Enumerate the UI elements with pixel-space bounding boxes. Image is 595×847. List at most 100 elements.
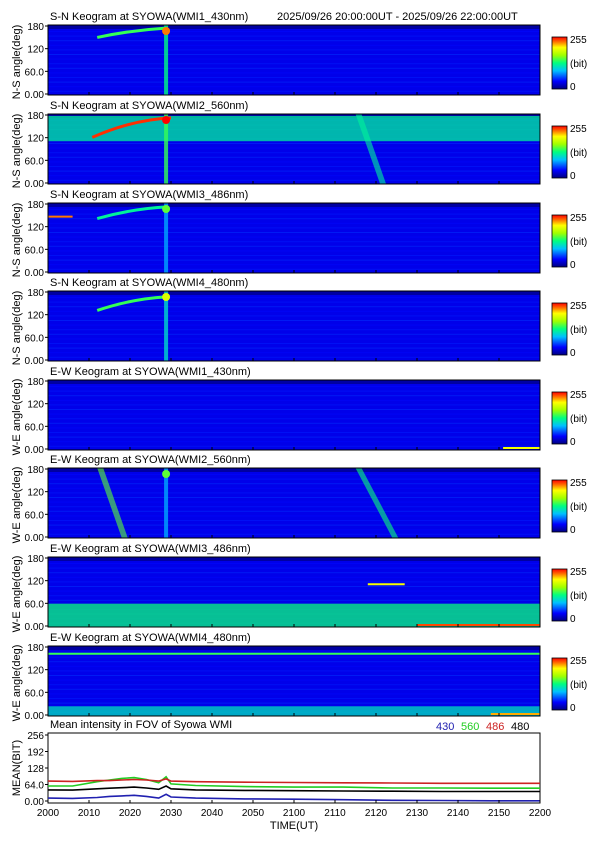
y-tick-label: 180 <box>27 111 44 122</box>
colorbar-max-label: 255 <box>570 478 587 489</box>
x-tick-label: 2040 <box>201 808 224 819</box>
colorbar-max-label: 255 <box>570 35 587 46</box>
y-tick-label: 60.0 <box>25 422 45 433</box>
colorbar-max-label: 255 <box>570 567 587 578</box>
x-tick-label: 2150 <box>488 808 511 819</box>
keogram-texture <box>48 427 540 429</box>
keogram-texture <box>48 301 540 303</box>
burst-column <box>164 25 169 95</box>
y-tick-label: 180 <box>27 643 44 654</box>
emission-band <box>48 706 540 716</box>
y-tick-label: 60.0 <box>25 67 45 78</box>
emission-band <box>48 115 540 142</box>
time-range-label: 2025/09/26 20:00:00UT - 2025/09/26 22:00… <box>277 11 518 23</box>
y-tick-label: 60.0 <box>25 599 45 610</box>
series-line <box>47 785 540 793</box>
keogram-panel: S-N Keogram at SYOWA(WMI3_486nm) 180 120 60… <box>11 189 587 279</box>
keogram-texture <box>48 213 540 215</box>
keogram-texture <box>48 86 540 88</box>
keogram-texture <box>48 245 540 247</box>
x-tick-label: 2000 <box>37 808 60 819</box>
keogram-edge <box>48 203 540 207</box>
keogram-edge <box>48 557 540 561</box>
keogram-edge <box>48 646 540 650</box>
keogram-texture <box>48 156 540 158</box>
y-tick-label: 120 <box>27 400 44 411</box>
keogram-texture <box>48 675 540 676</box>
keogram-panel: E-W Keogram at SYOWA(WMI2_560nm) 180 120 60… <box>11 454 587 544</box>
keogram-texture <box>48 236 540 238</box>
y-tick-label: 0.00 <box>25 445 45 456</box>
keogram-edge <box>48 291 540 295</box>
colorbar-min-label: 0 <box>570 82 576 93</box>
keogram-texture <box>48 497 540 498</box>
panel-title: Mean intensity in FOV of Syowa WMI <box>50 719 232 731</box>
keogram-texture <box>48 63 540 65</box>
keogram-panel: S-N Keogram at SYOWA(WMI4_480nm) 180 120 60… <box>11 277 587 367</box>
keogram-texture <box>48 529 540 531</box>
y-tick-label: 128 <box>27 764 44 775</box>
colorbar-min-label: 0 <box>570 525 576 536</box>
y-tick-label: 120 <box>27 223 44 234</box>
colorbar-min-label: 0 <box>570 171 576 182</box>
panel-title: S-N Keogram at SYOWA(WMI2_560nm) <box>50 100 248 112</box>
keogram-panel: E-W Keogram at SYOWA(WMI3_486nm) 180 120 60… <box>11 543 587 633</box>
x-tick-label: 2200 <box>529 808 552 819</box>
keogram-texture <box>48 35 540 37</box>
keogram-texture <box>48 506 540 508</box>
keogram-texture <box>48 386 540 387</box>
keogram-texture <box>48 395 540 397</box>
y-tick-label: 60.0 <box>25 510 45 521</box>
y-tick-label: 180 <box>27 200 44 211</box>
keogram-background <box>48 380 540 450</box>
keogram-texture <box>48 586 540 587</box>
keogram-edge <box>48 380 540 384</box>
colorbar-unit-label: (bit) <box>570 148 587 159</box>
keogram-texture <box>48 474 540 475</box>
y-tick-label: 180 <box>27 554 44 565</box>
y-tick-label: 60.0 <box>25 688 45 699</box>
keogram-texture <box>48 250 540 252</box>
keogram-background <box>48 203 540 273</box>
keogram-texture <box>48 581 540 583</box>
x-tick-label: 2140 <box>447 808 470 819</box>
y-axis-label: W-E angle(deg) <box>11 379 23 456</box>
burst-spot <box>162 470 171 478</box>
keogram-texture <box>48 67 540 69</box>
y-tick-label: 180 <box>27 288 44 299</box>
keogram-texture <box>48 347 540 349</box>
keogram-texture <box>48 143 540 144</box>
keogram-texture <box>48 698 540 699</box>
keogram-texture <box>48 572 540 574</box>
keogram-texture <box>48 175 540 177</box>
colorbar-unit-label: (bit) <box>570 237 587 248</box>
keogram-texture <box>48 652 540 653</box>
keogram-texture <box>48 576 540 578</box>
y-tick-label: 120 <box>27 666 44 677</box>
y-tick-label: 180 <box>27 377 44 388</box>
auroral-streak <box>97 468 128 538</box>
y-tick-label: 60.0 <box>25 245 45 256</box>
x-tick-label: 2120 <box>365 808 388 819</box>
keogram-background <box>48 25 540 95</box>
keogram-texture <box>48 324 540 326</box>
y-axis-label: N-S angle(deg) <box>11 114 23 189</box>
keogram-texture <box>48 352 540 354</box>
burst-column <box>164 114 169 184</box>
keogram-panel: E-W Keogram at SYOWA(WMI4_480nm) 180 120 60… <box>11 632 587 722</box>
panel-title: S-N Keogram at SYOWA(WMI4_480nm) <box>50 277 248 289</box>
y-tick-label: 120 <box>27 311 44 322</box>
legend-label: 430 <box>436 721 454 733</box>
keogram-texture <box>48 218 540 220</box>
y-tick-label: 64.0 <box>25 781 45 792</box>
y-tick-label: 0.00 <box>25 179 45 190</box>
keogram-texture <box>48 399 540 401</box>
y-tick-label: 0.00 <box>25 622 45 633</box>
keogram-texture <box>48 310 540 312</box>
x-tick-label: 2130 <box>406 808 429 819</box>
keogram-texture <box>48 441 540 443</box>
y-tick-label: 192 <box>27 748 44 759</box>
y-tick-label: 0.00 <box>25 268 45 279</box>
